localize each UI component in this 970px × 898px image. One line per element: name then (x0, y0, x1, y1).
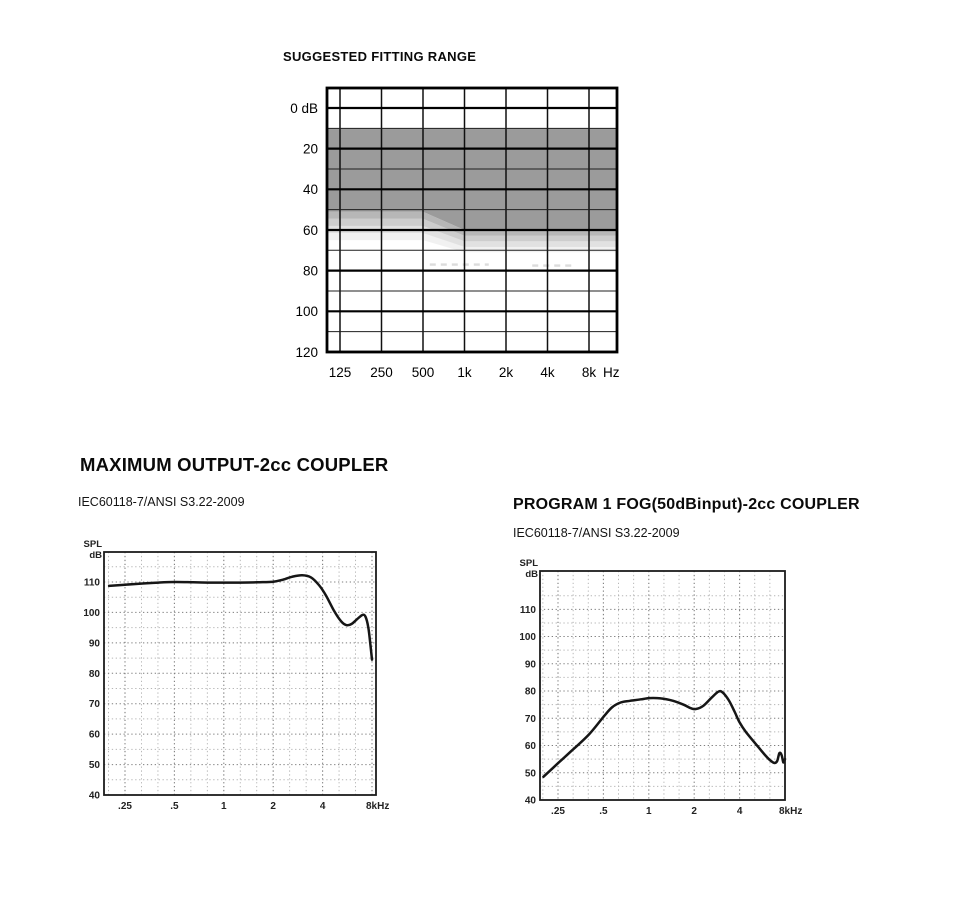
svg-text:dB: dB (89, 550, 102, 561)
svg-text:60: 60 (525, 741, 537, 752)
grid (104, 552, 376, 795)
svg-text:8kHz: 8kHz (779, 806, 802, 817)
svg-text:500: 500 (412, 365, 435, 380)
svg-text:90: 90 (89, 638, 101, 649)
max-output-standard: IEC60118-7/ANSI S3.22-2009 (78, 495, 245, 509)
svg-text:250: 250 (370, 365, 393, 380)
svg-text:.5: .5 (170, 801, 179, 812)
svg-text:40: 40 (525, 796, 537, 807)
suggested-fitting-range-chart: 0 dB 20 40 60 80 100 120 125 250 500 1k 2k 4k 8k Hz (290, 86, 620, 380)
svg-text:110: 110 (520, 605, 537, 616)
svg-text:4k: 4k (540, 365, 555, 380)
program1-standard: IEC60118-7/ANSI S3.22-2009 (513, 526, 680, 540)
fitting-axis-labels: 0 dB 20 40 60 80 100 120 125 250 500 1k 2k 4k 8k Hz (290, 101, 620, 380)
svg-text:1k: 1k (457, 365, 472, 380)
svg-text:40: 40 (89, 791, 101, 802)
svg-text:.25: .25 (551, 806, 565, 817)
svg-text:50: 50 (525, 768, 537, 779)
svg-text:0 dB: 0 dB (290, 101, 318, 116)
svg-text:50: 50 (89, 760, 101, 771)
svg-text:125: 125 (329, 365, 352, 380)
svg-text:120: 120 (295, 345, 318, 360)
svg-text:90: 90 (525, 659, 537, 670)
svg-text:8kHz: 8kHz (366, 801, 389, 812)
svg-text:70: 70 (525, 714, 537, 725)
program1-title: PROGRAM 1 FOG(50dBinput)-2cc COUPLER (513, 496, 860, 513)
faint-artifact-marks (429, 263, 572, 267)
svg-text:80: 80 (303, 263, 318, 278)
response-curve (542, 689, 787, 779)
svg-text:SPL: SPL (520, 558, 539, 569)
svg-text:2: 2 (270, 801, 276, 812)
svg-text:40: 40 (303, 182, 318, 197)
svg-text:100: 100 (519, 632, 536, 643)
svg-text:100: 100 (295, 304, 318, 319)
svg-text:80: 80 (89, 669, 101, 680)
fitting-grid (325, 86, 619, 354)
response-curve (107, 574, 374, 661)
svg-text:1: 1 (646, 806, 652, 817)
svg-text:SPL: SPL (84, 539, 103, 550)
svg-text:100: 100 (83, 608, 100, 619)
svg-text:60: 60 (303, 223, 318, 238)
svg-text:2k: 2k (499, 365, 514, 380)
max-output-title: MAXIMUM OUTPUT-2cc COUPLER (80, 454, 389, 475)
plot-border (103, 551, 377, 796)
svg-text:110: 110 (84, 577, 101, 588)
plot-border (539, 570, 786, 801)
svg-text:.5: .5 (599, 806, 608, 817)
svg-text:60: 60 (89, 730, 101, 741)
svg-text:Hz: Hz (603, 365, 620, 380)
grid (540, 571, 785, 800)
fitting-range-region (327, 128, 617, 253)
svg-text:.25: .25 (118, 801, 132, 812)
svg-text:2: 2 (691, 806, 697, 817)
svg-text:70: 70 (89, 699, 101, 710)
svg-text:20: 20 (303, 141, 318, 156)
fitting-range-title: SUGGESTED FITTING RANGE (283, 49, 477, 64)
svg-text:4: 4 (737, 806, 743, 817)
svg-text:8k: 8k (582, 365, 597, 380)
svg-text:4: 4 (320, 801, 326, 812)
svg-text:80: 80 (525, 687, 537, 698)
svg-text:1: 1 (221, 801, 227, 812)
svg-text:dB: dB (525, 569, 538, 580)
